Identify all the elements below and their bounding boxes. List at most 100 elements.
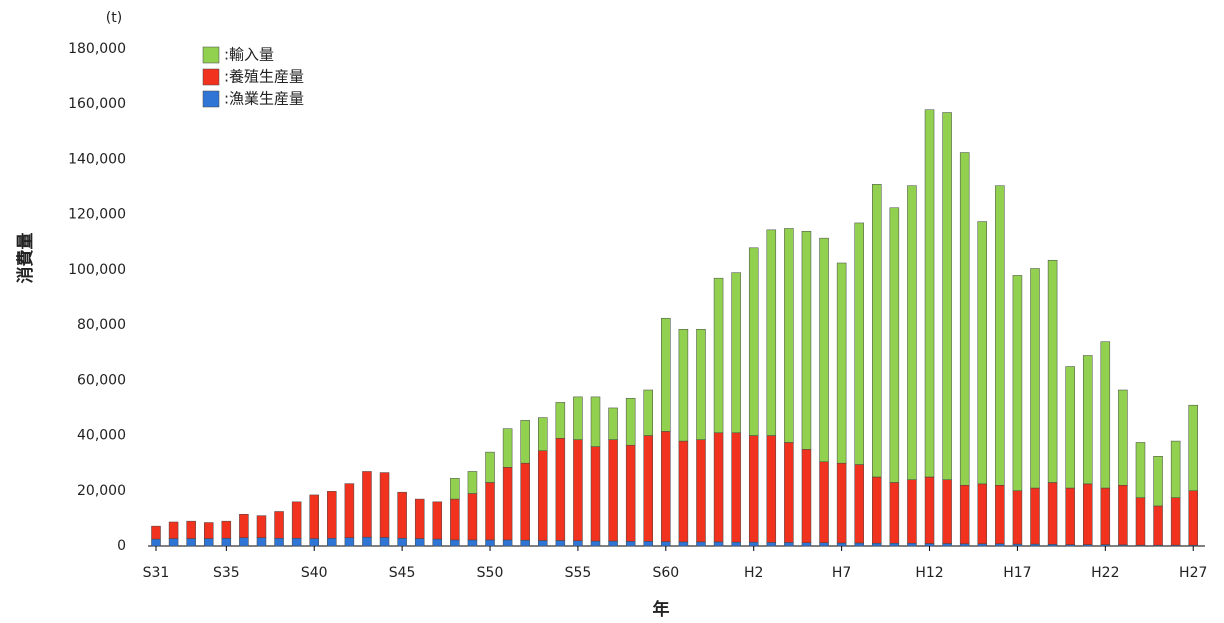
bar-segment [643,541,653,547]
bar-segment [239,537,249,547]
bar-segment [748,435,759,543]
bar-segment [520,462,530,541]
bar-segment [907,479,917,544]
bar-segment [959,485,970,545]
bar-segment [731,432,741,543]
bar-segment [379,537,390,547]
bar-segment [327,491,337,539]
bar-segment [661,317,671,432]
bar-segment [1082,355,1093,485]
bar-segment [1047,482,1058,545]
y-tick-label: 60,000 [77,372,126,388]
bar-segment [520,420,530,464]
bar-segment [151,525,161,540]
bar-segment [432,538,443,547]
bar-segment [1170,440,1181,498]
bar-segment [573,396,583,440]
bar-segment [1153,456,1163,507]
bar-segment [1118,389,1128,486]
bar-segment [872,476,882,544]
bar-segment [467,471,478,494]
x-tick-label: H22 [1091,565,1119,581]
bar-segment [819,237,829,463]
x-tick-label: S40 [301,565,328,581]
bar-segment [678,329,689,442]
bar-segment [414,498,425,539]
bar-segment [397,491,407,539]
bar-segment [1047,259,1058,483]
x-tick-label: H2 [744,565,763,581]
bar-segment [590,446,601,542]
legend-swatch [202,68,220,86]
bar-segment [1188,490,1198,546]
bar-segment [696,541,706,547]
bar-segment [784,442,794,543]
bar-segment [907,185,917,480]
bar-segment [713,277,724,434]
bar-segment [467,493,478,541]
bar-segment [836,262,847,464]
bar-segment [309,538,319,547]
bar-segment [1012,490,1023,545]
bar-segment [502,428,513,468]
bar-segment [1118,485,1128,546]
bar-segment [555,402,566,439]
bar-segment [555,540,566,547]
bar-segment [854,464,864,544]
bar-segment [608,439,618,542]
bar-segment [713,541,724,547]
bar-segment [485,451,495,483]
bar-segment [1012,275,1023,492]
bar-segment [1135,442,1146,498]
bar-segment [959,152,970,486]
bar-segment [1030,268,1040,489]
bar-segment [151,538,161,547]
bar-segment [1170,497,1181,546]
bar-segment [256,515,267,538]
bar-segment [1100,487,1111,545]
bar-segment [625,541,636,547]
bar-segment [485,539,495,547]
bar-segment [538,417,548,451]
y-tick-label: 40,000 [77,428,126,444]
bar-segment [977,221,988,485]
bar-segment [1100,341,1111,489]
bar-segment [1012,543,1023,547]
bar-segment [942,543,952,547]
bar-segment [186,538,196,547]
bar-segment [836,462,847,544]
x-tick-label: S50 [477,565,504,581]
bar-segment [854,222,864,465]
bar-segment [467,539,478,547]
bar-segment [1082,483,1093,545]
bar-segment [661,431,671,542]
bar-segment [502,539,513,547]
legend-swatch [202,46,220,64]
legend-label: :漁業生産量 [224,90,304,108]
bar-segment [801,449,812,543]
x-tick-label: S55 [565,565,592,581]
bar-segment [801,542,812,547]
bar-segment [573,439,583,542]
bar-segment [924,109,935,478]
bar-segment [203,522,214,539]
bar-segment [379,472,390,538]
bar-segment [766,229,777,436]
bar-segment [819,461,829,543]
bar-segment [766,542,777,547]
bar-segment [924,543,935,547]
bar-segment [256,537,267,547]
bar-segment [538,450,548,541]
bar-segment [801,230,812,450]
bar-segment [625,444,636,542]
bar-segment [995,485,1005,545]
y-tick-label: 80,000 [77,317,126,333]
bar-segment [485,482,495,541]
bar-segment [450,498,460,541]
bar-segment [625,398,636,446]
bar-segment [1188,404,1198,492]
bar-segment [661,541,671,547]
bar-segment [942,112,952,480]
x-axis-label: 年 [653,599,670,620]
